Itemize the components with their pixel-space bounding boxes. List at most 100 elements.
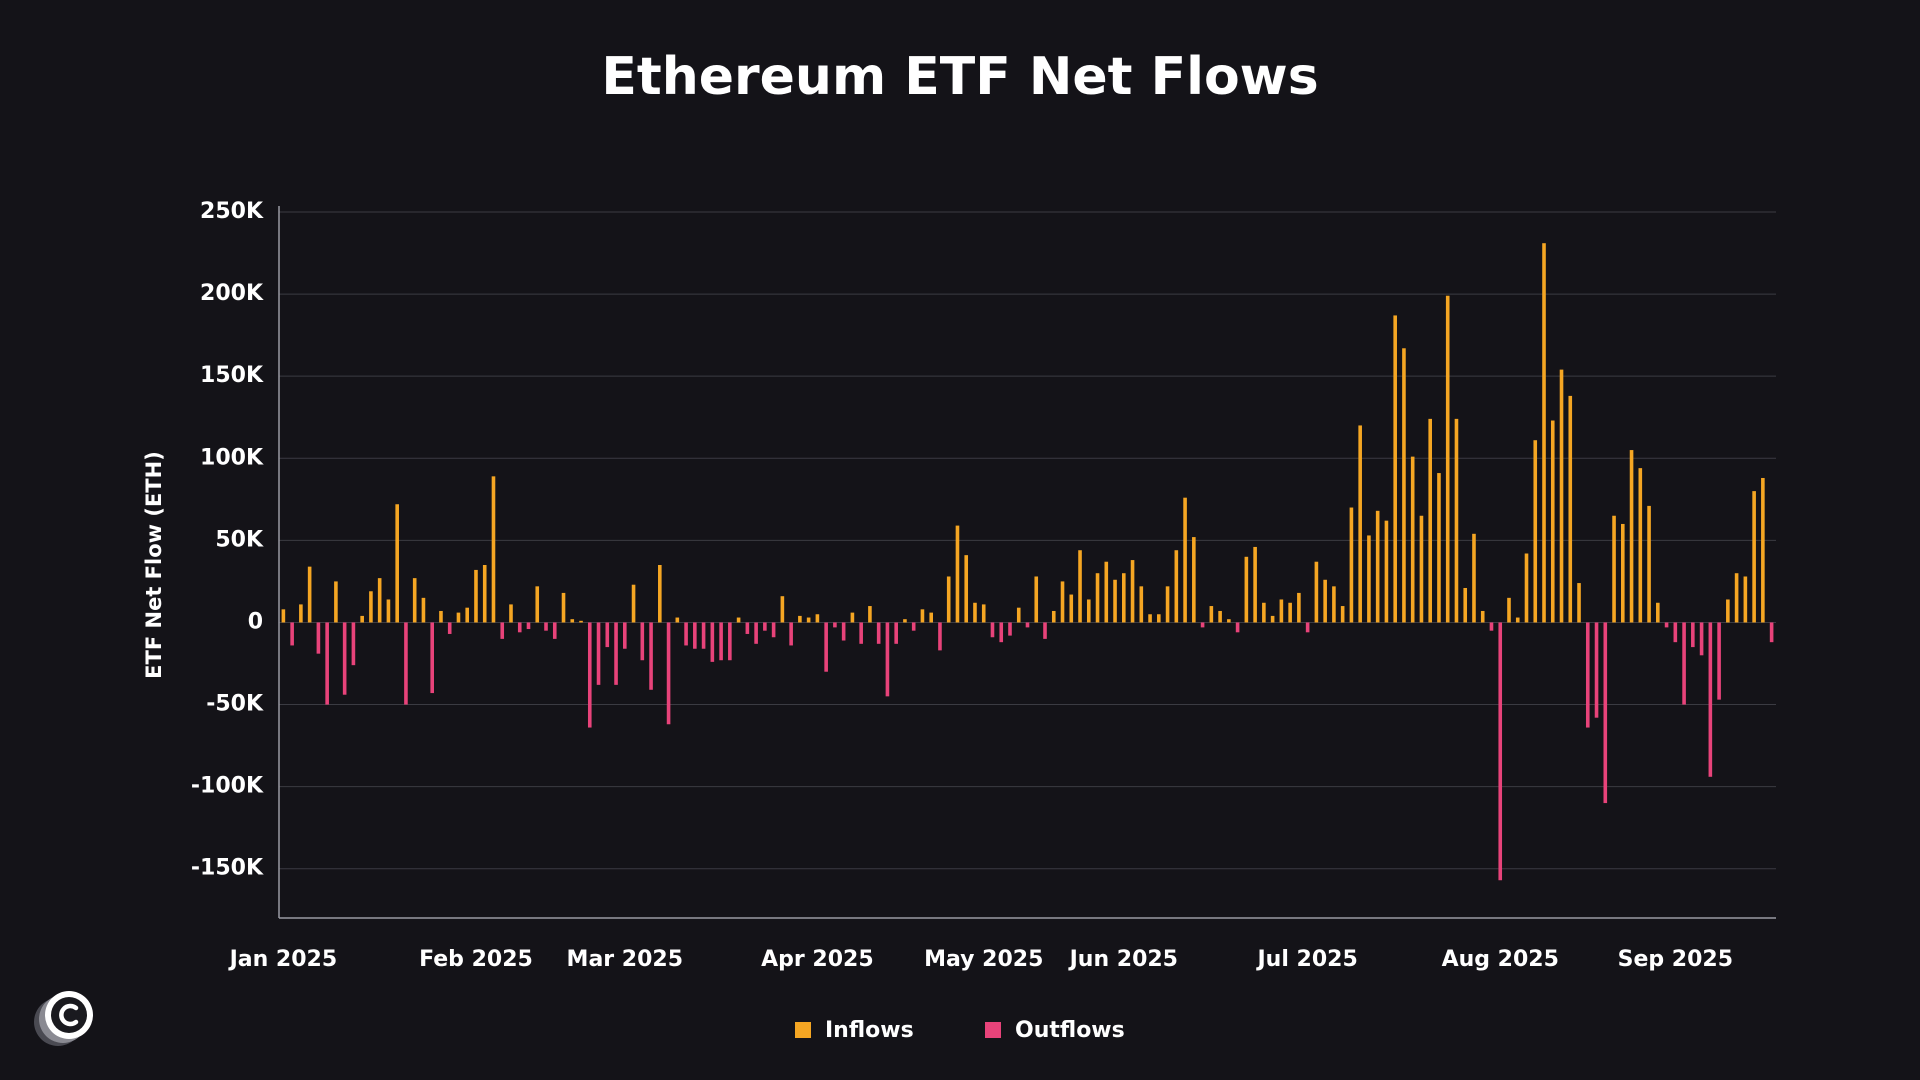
bar xyxy=(885,622,890,697)
x-tick-label: Mar 2025 xyxy=(567,947,683,972)
bar xyxy=(868,606,872,623)
bar xyxy=(920,609,925,623)
bar xyxy=(1349,507,1354,623)
bar xyxy=(1524,553,1529,623)
logo xyxy=(34,991,93,1046)
bar xyxy=(1498,622,1503,881)
bar xyxy=(1489,622,1494,631)
x-tick-label: Jul 2025 xyxy=(1255,947,1357,972)
bar xyxy=(1629,450,1634,623)
bar xyxy=(1279,599,1284,623)
bar xyxy=(439,610,443,623)
bar xyxy=(1664,622,1669,628)
bar xyxy=(631,584,636,623)
bar xyxy=(1218,610,1222,623)
bar xyxy=(1577,583,1581,623)
bar xyxy=(754,622,758,644)
bar xyxy=(281,609,286,623)
bar xyxy=(517,622,522,633)
bar xyxy=(421,597,426,623)
x-tick-label: May 2025 xyxy=(924,947,1043,972)
bar xyxy=(1297,592,1301,623)
bar xyxy=(1620,523,1625,623)
bar xyxy=(640,622,645,661)
bar xyxy=(1743,576,1748,623)
bar xyxy=(1472,533,1476,623)
bar xyxy=(1165,586,1170,623)
bar xyxy=(876,622,881,644)
bar xyxy=(1515,617,1520,623)
bar xyxy=(1200,622,1205,628)
bar xyxy=(1192,537,1196,623)
bar xyxy=(938,622,942,651)
bar xyxy=(701,622,706,649)
bar xyxy=(894,622,898,644)
bar xyxy=(1253,546,1257,623)
bar xyxy=(1463,587,1468,623)
bar xyxy=(929,612,934,623)
bar xyxy=(1647,505,1651,623)
bar xyxy=(964,555,969,623)
bar xyxy=(1533,440,1538,623)
bar xyxy=(299,604,303,623)
bar xyxy=(1174,550,1179,623)
bar xyxy=(859,622,863,644)
bar xyxy=(1393,315,1397,623)
bar xyxy=(1375,510,1380,623)
y-tick-label: -100K xyxy=(191,774,264,799)
bar xyxy=(1095,573,1100,623)
bar xyxy=(1437,473,1441,623)
bar xyxy=(833,622,837,628)
bar xyxy=(500,622,505,639)
bar xyxy=(1078,550,1082,623)
bar xyxy=(605,622,610,648)
bar xyxy=(798,615,802,623)
bar xyxy=(824,622,828,672)
y-tick-label: 200K xyxy=(200,281,264,306)
bar xyxy=(456,612,461,623)
bar xyxy=(474,569,478,623)
bar xyxy=(841,622,846,641)
bar xyxy=(544,622,548,631)
bar xyxy=(999,622,1004,643)
bar xyxy=(447,622,452,634)
bar xyxy=(1734,573,1739,623)
bar xyxy=(1139,586,1144,623)
bar xyxy=(1069,594,1074,623)
bar xyxy=(1682,622,1686,705)
bar xyxy=(745,622,750,634)
bar xyxy=(596,622,601,685)
bar xyxy=(684,622,688,646)
bar xyxy=(1638,468,1643,623)
bar xyxy=(1717,622,1721,700)
bar xyxy=(658,565,662,623)
bar xyxy=(377,578,382,623)
y-tick-label: -150K xyxy=(191,856,264,881)
bar xyxy=(1323,579,1327,623)
bar xyxy=(1043,622,1047,639)
bar xyxy=(1358,425,1362,623)
bar xyxy=(1332,586,1336,623)
bar xyxy=(981,604,986,623)
y-tick-label: 0 xyxy=(248,609,263,634)
bar xyxy=(622,622,627,649)
y-tick-label: 100K xyxy=(200,445,264,470)
bar xyxy=(1559,369,1564,623)
bar xyxy=(1340,606,1345,623)
x-tick-label: Apr 2025 xyxy=(761,947,874,972)
bar xyxy=(1428,418,1433,623)
bar xyxy=(360,615,364,623)
bar xyxy=(1384,520,1389,623)
bar xyxy=(412,578,417,623)
bar xyxy=(1699,622,1704,656)
bar xyxy=(1568,395,1573,623)
bar xyxy=(1419,515,1424,623)
bar xyxy=(789,622,793,646)
bar xyxy=(1691,622,1695,648)
bar xyxy=(1051,610,1056,623)
legend-label: Inflows xyxy=(825,1018,914,1043)
bar xyxy=(736,617,741,623)
bar xyxy=(1594,622,1599,718)
